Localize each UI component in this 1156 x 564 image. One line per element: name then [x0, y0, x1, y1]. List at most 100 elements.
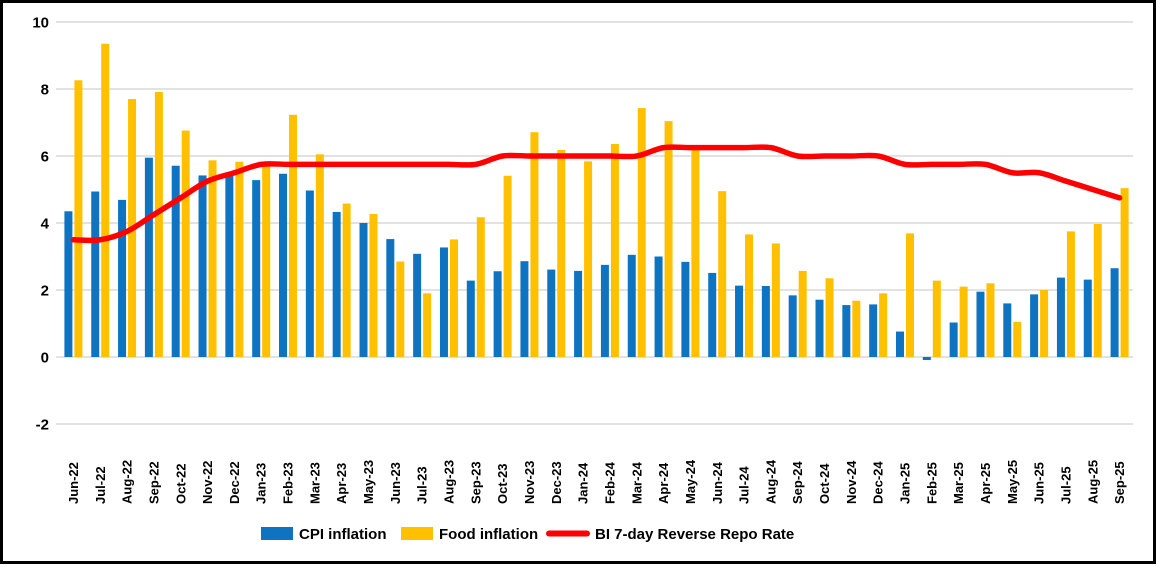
bar-food-inflation-feb-24	[610, 143, 619, 357]
bar-cpi-inflation-jun-22	[64, 211, 73, 357]
x-tick-label-sep-24: Sep-24	[790, 461, 805, 504]
bar-cpi-inflation-jul-25	[1056, 277, 1065, 357]
x-tick-label-oct-24: Oct-24	[817, 463, 832, 504]
x-tick-label-jun-24: Jun-24	[710, 461, 725, 504]
y-tick-label--2: -2	[36, 416, 49, 433]
x-tick-label-feb-23: Feb-23	[281, 462, 296, 504]
gridlines	[56, 21, 1133, 425]
x-tick-label-jan-23: Jan-23	[254, 463, 269, 504]
y-tick-label-8: 8	[41, 81, 49, 98]
bar-food-inflation-sep-23	[476, 217, 485, 357]
x-tick-label-sep-22: Sep-22	[146, 461, 161, 504]
y-tick-label-6: 6	[41, 148, 49, 165]
x-tick-label-jan-24: Jan-24	[576, 462, 591, 504]
x-tick-label-dec-23: Dec-23	[549, 461, 564, 504]
bar-food-inflation-oct-23	[503, 175, 512, 357]
bar-food-inflation-aug-25	[1093, 224, 1102, 357]
bar-cpi-inflation-aug-22	[118, 199, 127, 357]
bar-cpi-inflation-aug-25	[1083, 279, 1092, 357]
x-tick-label-jun-23: Jun-23	[388, 462, 403, 504]
bar-cpi-inflation-nov-24	[842, 305, 851, 357]
legend-label-bi-7-day-reverse-repo-rate: BI 7-day Reverse Repo Rate	[595, 526, 794, 543]
x-tick-label-aug-23: Aug-23	[442, 460, 457, 504]
bar-cpi-inflation-jan-24	[574, 270, 583, 357]
bar-cpi-inflation-jan-25	[895, 331, 904, 357]
x-tick-label-oct-22: Oct-22	[173, 464, 188, 504]
legend-swatch-food-inflation	[401, 527, 433, 540]
y-axis-labels: 10 8 6 4 2 0 -2	[32, 14, 49, 433]
legend: CPI inflation Food inflation BI 7-day Reve…	[261, 526, 794, 543]
x-tick-label-feb-24: Feb-24	[602, 461, 617, 504]
bar-cpi-inflation-jul-22	[91, 191, 100, 357]
bar-cpi-inflation-dec-22	[225, 172, 234, 357]
bar-food-inflation-sep-24	[798, 270, 807, 357]
food-inflation-bars	[74, 43, 1129, 358]
bar-food-inflation-jun-25	[1040, 290, 1049, 357]
bar-food-inflation-feb-23	[289, 114, 298, 357]
bar-food-inflation-jan-25	[905, 233, 914, 357]
bar-cpi-inflation-mar-23	[305, 190, 314, 357]
bar-food-inflation-jul-25	[1066, 231, 1075, 357]
y-tick-label-4: 4	[41, 215, 50, 232]
x-tick-label-jan-25: Jan-25	[898, 463, 913, 504]
bar-food-inflation-dec-24	[879, 293, 888, 357]
x-tick-label-feb-25: Feb-25	[924, 462, 939, 504]
bar-cpi-inflation-aug-24	[761, 285, 770, 357]
x-tick-label-apr-25: Apr-25	[978, 463, 993, 504]
bar-cpi-inflation-jul-24	[735, 285, 744, 357]
legend-item-bi-7-day-reverse-repo-rate: BI 7-day Reverse Repo Rate	[546, 526, 794, 543]
x-tick-label-apr-24: Apr-24	[656, 462, 671, 504]
bar-cpi-inflation-sep-25	[1110, 268, 1119, 357]
bar-cpi-inflation-mar-25	[949, 322, 958, 357]
x-tick-label-sep-23: Sep-23	[468, 461, 483, 504]
chart-canvas: 10 8 6 4 2 0 -2 Jun-22 Jul-22 Aug-22 Sep-22 Oct-22 N…	[32, 14, 1133, 543]
x-tick-label-aug-22: Aug-22	[120, 460, 135, 504]
x-tick-label-aug-25: Aug-25	[1085, 460, 1100, 504]
bar-food-inflation-jan-24	[584, 161, 593, 357]
legend-label-cpi-inflation: CPI inflation	[299, 526, 387, 543]
bar-food-inflation-may-25	[1013, 321, 1022, 357]
x-tick-label-mar-23: Mar-23	[307, 462, 322, 504]
bar-cpi-inflation-dec-23	[547, 269, 556, 357]
bar-food-inflation-nov-24	[852, 300, 861, 357]
x-tick-label-oct-23: Oct-23	[495, 464, 510, 504]
x-tick-label-may-25: May-25	[1005, 460, 1020, 504]
bar-cpi-inflation-jun-24	[708, 272, 717, 357]
bar-cpi-inflation-jun-25	[1030, 294, 1039, 357]
bar-food-inflation-jul-23	[423, 293, 432, 357]
legend-label-food-inflation: Food inflation	[439, 526, 538, 543]
bar-food-inflation-sep-22	[154, 92, 163, 357]
bar-food-inflation-apr-24	[664, 121, 673, 357]
bar-food-inflation-apr-23	[342, 203, 351, 357]
x-tick-label-dec-24: Dec-24	[871, 461, 886, 504]
y-tick-label-10: 10	[32, 14, 49, 31]
bar-food-inflation-dec-22	[235, 161, 244, 357]
bar-cpi-inflation-feb-23	[279, 173, 288, 357]
legend-item-food-inflation: Food inflation	[401, 526, 538, 543]
bar-cpi-inflation-may-23	[359, 223, 368, 357]
x-tick-label-sep-25: Sep-25	[1112, 461, 1127, 504]
bar-food-inflation-may-23	[369, 213, 378, 357]
y-tick-label-2: 2	[41, 282, 49, 299]
bar-food-inflation-dec-23	[557, 149, 566, 357]
x-tick-label-jun-25: Jun-25	[1032, 462, 1047, 504]
bi-7-day-reverse-repo-rate-line	[70, 144, 1123, 244]
x-tick-label-may-24: May-24	[683, 459, 698, 504]
bar-cpi-inflation-sep-23	[466, 280, 475, 357]
x-tick-label-may-23: May-23	[361, 460, 376, 504]
y-tick-label-0: 0	[41, 349, 49, 366]
bar-food-inflation-mar-24	[637, 108, 646, 357]
bar-food-inflation-jun-23	[396, 261, 405, 357]
x-axis-labels: Jun-22 Jul-22 Aug-22 Sep-22 Oct-22 Nov-22 Dec-…	[66, 459, 1127, 504]
bar-cpi-inflation-aug-23	[439, 247, 448, 357]
x-tick-label-jul-24: Jul-24	[737, 466, 752, 504]
bar-cpi-inflation-apr-24	[654, 256, 663, 357]
bar-cpi-inflation-nov-23	[520, 261, 529, 357]
x-tick-label-mar-25: Mar-25	[951, 462, 966, 504]
bar-food-inflation-nov-23	[530, 132, 539, 357]
bar-food-inflation-jun-24	[718, 191, 727, 357]
bar-cpi-inflation-feb-24	[600, 264, 609, 357]
bar-food-inflation-jun-22	[74, 80, 83, 357]
bar-cpi-inflation-feb-25	[922, 357, 931, 361]
